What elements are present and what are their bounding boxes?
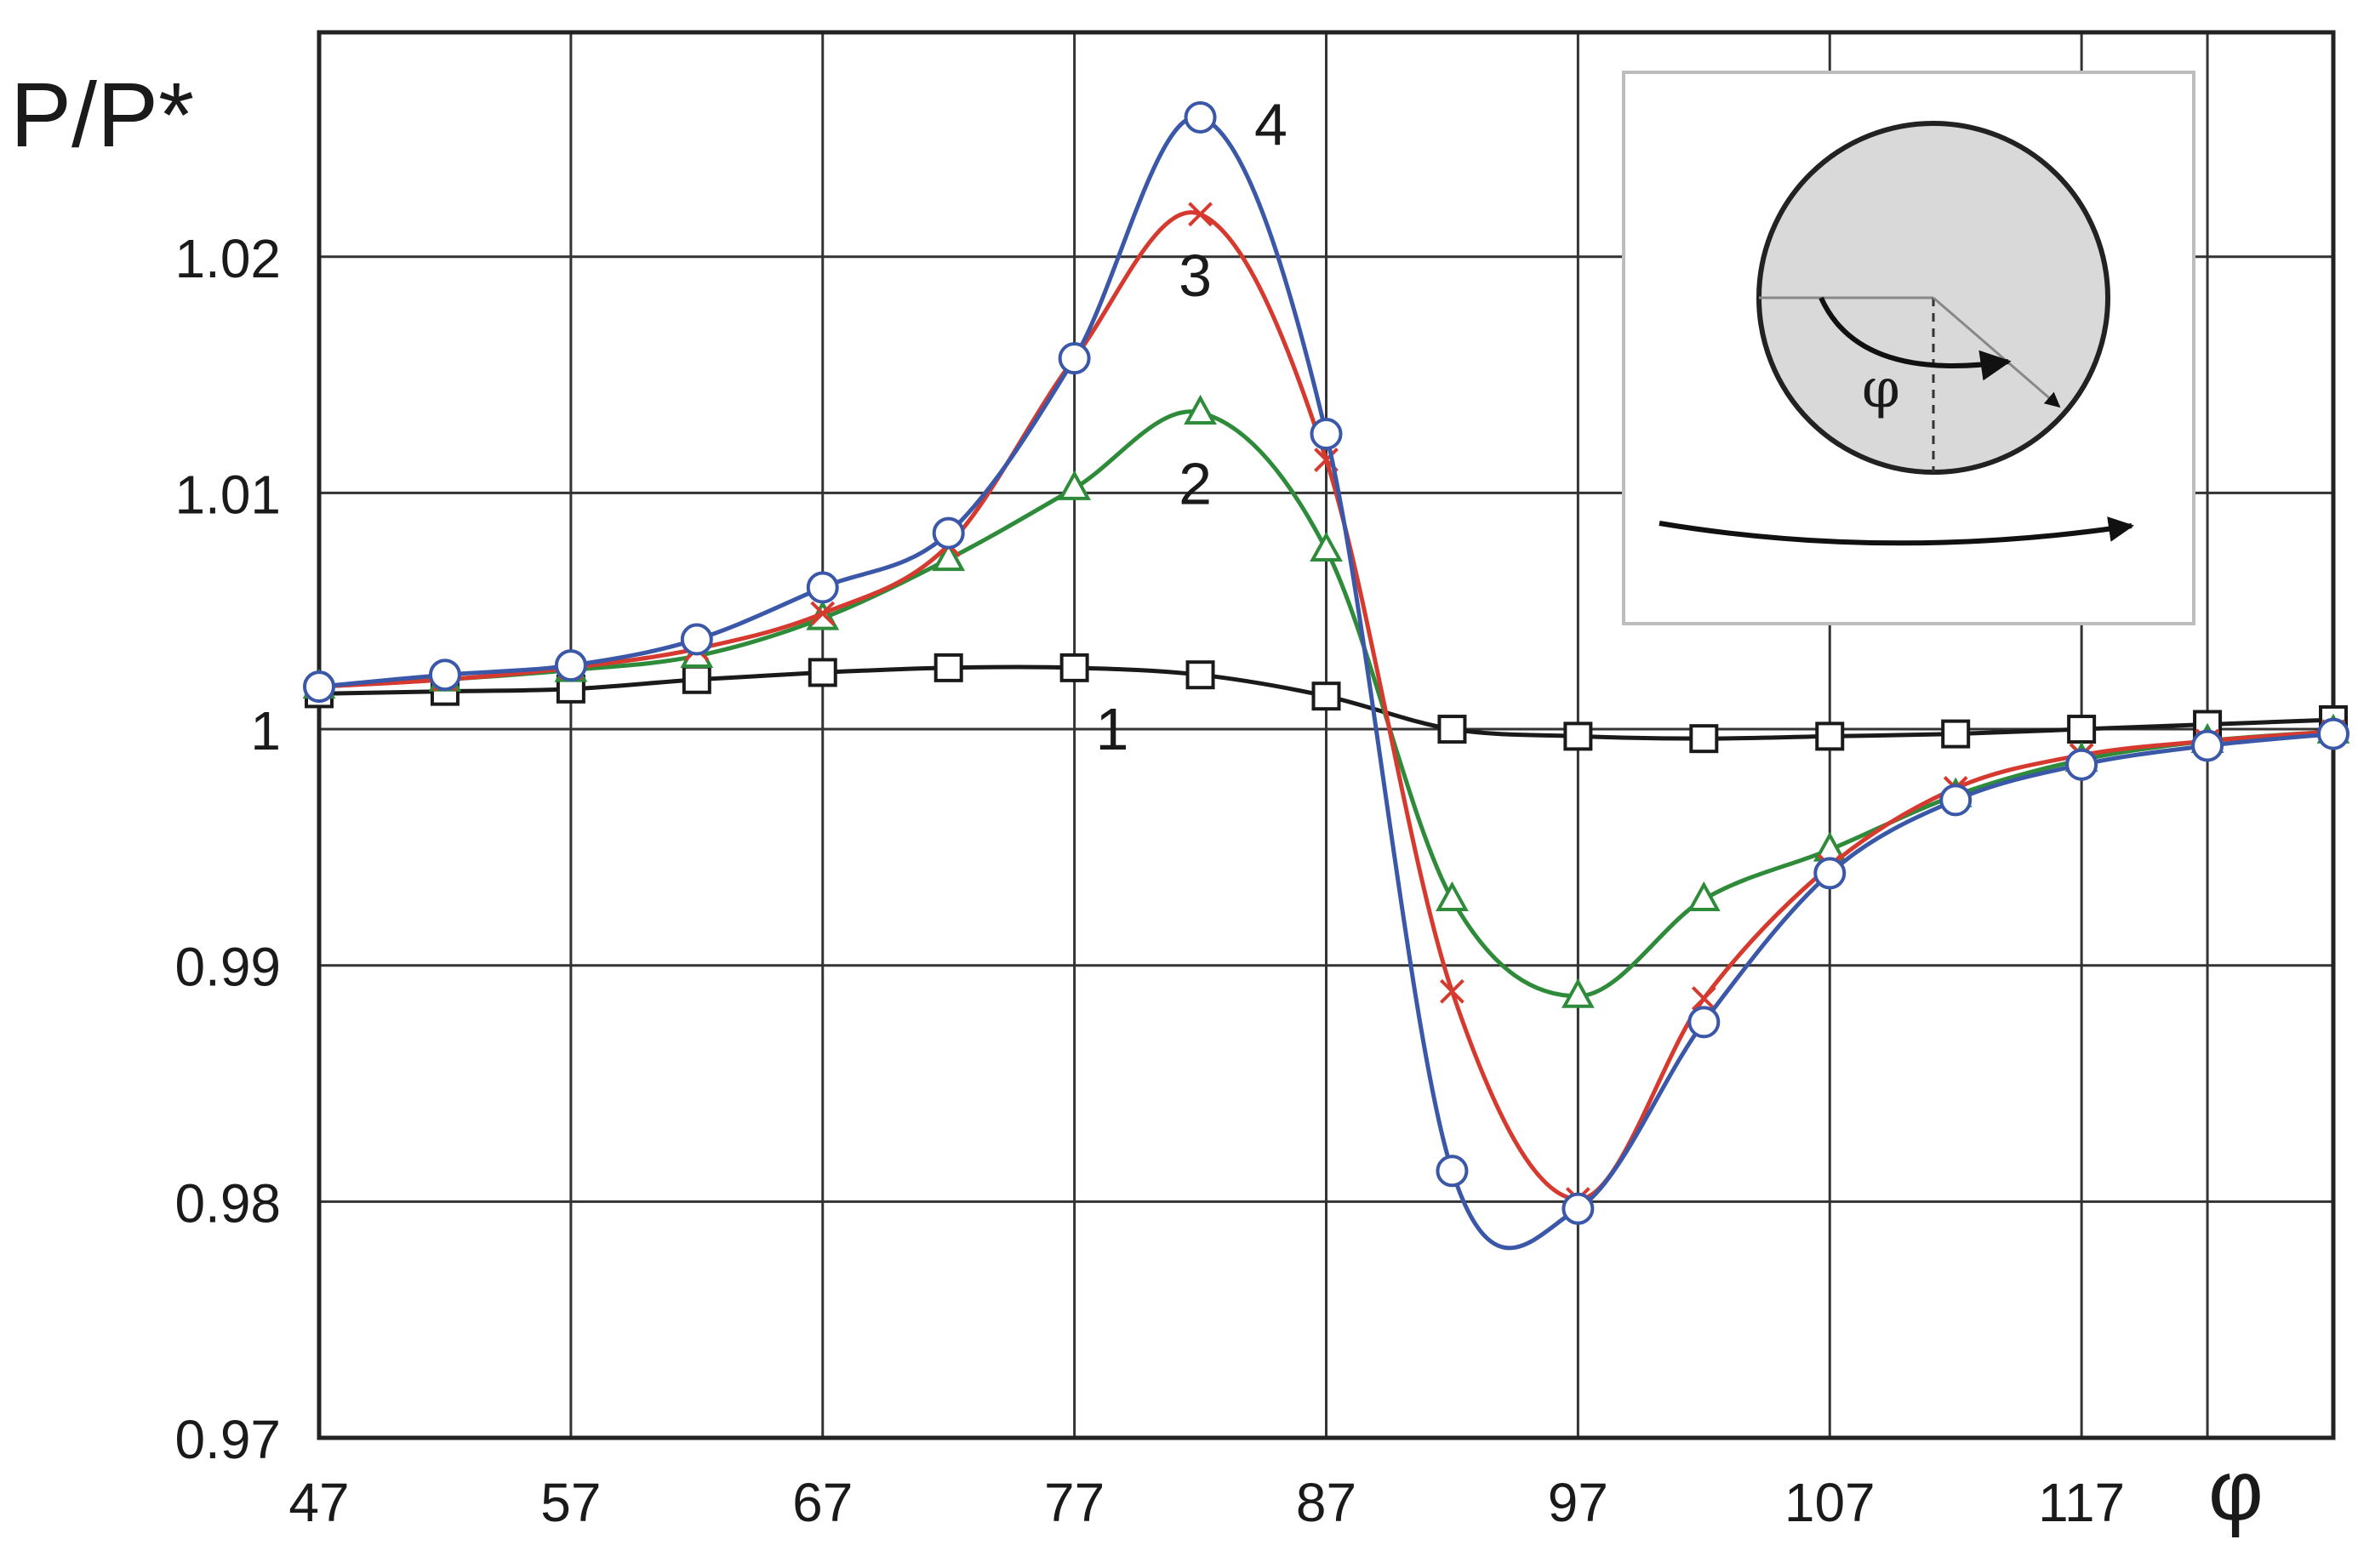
data-point-marker [2317,717,2349,750]
series-label: 2 [1179,450,1212,516]
data-point-marker [428,659,461,692]
data-point-marker [1689,724,1719,754]
data-point-marker [1941,719,1971,749]
x-tick-label: 47 [288,1472,349,1533]
data-point-marker [1939,784,1973,817]
data-point-marker [1436,1155,1469,1188]
x-axis-title: φ [2208,1443,2264,1538]
y-axis-ticks: 0.97 0.98 0.99 1 1.01 1.02 [174,228,281,1470]
x-tick-label: 67 [792,1472,853,1533]
data-point-marker [1436,881,1469,911]
x-tick-label: 97 [1548,1472,1608,1533]
data-point-marker [1059,653,1089,682]
x-axis-ticks: 47 57 67 77 87 97 107 117 [288,1472,2125,1533]
flow-direction-inset: φ [1622,71,2195,625]
data-point-marker [1815,721,1845,751]
data-point-marker [1437,715,1467,744]
data-point-marker [1310,531,1343,562]
data-point-marker [1310,418,1343,450]
y-tick-label: 0.97 [174,1409,281,1470]
data-point-marker [1184,394,1217,425]
y-axis-title: P/P* [10,63,194,166]
series-label: 3 [1179,242,1212,309]
series-layer: 1 2 3 4 [302,91,2350,1251]
data-point-marker [303,670,335,704]
data-point-marker [1562,1192,1595,1225]
y-tick-label: 0.98 [174,1172,281,1234]
x-tick-label: 77 [1044,1472,1105,1533]
y-tick-label: 1.01 [174,464,281,525]
angle-phi-label: φ [1862,357,1900,420]
data-point-marker [1687,1006,1721,1039]
series-label: 1 [1096,696,1129,762]
data-point-marker [1561,978,1595,1008]
y-tick-label: 0.99 [174,937,281,998]
data-point-marker [1058,342,1091,375]
data-point-marker [554,649,587,682]
x-tick-label: 107 [1784,1472,1876,1533]
series-line [318,114,2334,1251]
data-point-marker [1185,660,1215,690]
series-4: 4 [303,91,2349,1251]
data-point-marker [1691,986,1716,1011]
y-tick-label: 1 [250,700,281,761]
data-point-marker [1813,857,1847,890]
data-point-marker [2065,748,2098,781]
y-tick-label: 1.02 [174,228,281,289]
x-tick-label: 57 [540,1472,601,1533]
data-point-marker [1184,100,1217,134]
data-point-marker [932,516,965,550]
data-point-marker [932,541,966,572]
data-point-marker [2191,729,2224,762]
data-point-marker [1188,202,1213,227]
data-point-marker [1440,978,1464,1004]
series-label: 4 [1254,91,1287,157]
data-point-marker [1311,681,1341,711]
x-tick-label: 87 [1296,1472,1356,1533]
data-point-marker [933,653,963,682]
data-point-marker [682,664,711,694]
data-point-marker [808,658,837,687]
data-point-marker [806,571,839,604]
angle-arc-arrow [1818,296,2012,381]
data-point-marker [1058,470,1092,500]
flow-direction-arrow [1659,516,2134,546]
data-point-marker [2067,715,2097,744]
data-point-marker [1563,721,1593,751]
x-tick-label: 117 [2038,1472,2125,1533]
data-point-marker [680,623,713,656]
data-point-marker [1687,881,1721,911]
data-point-marker [810,601,836,626]
